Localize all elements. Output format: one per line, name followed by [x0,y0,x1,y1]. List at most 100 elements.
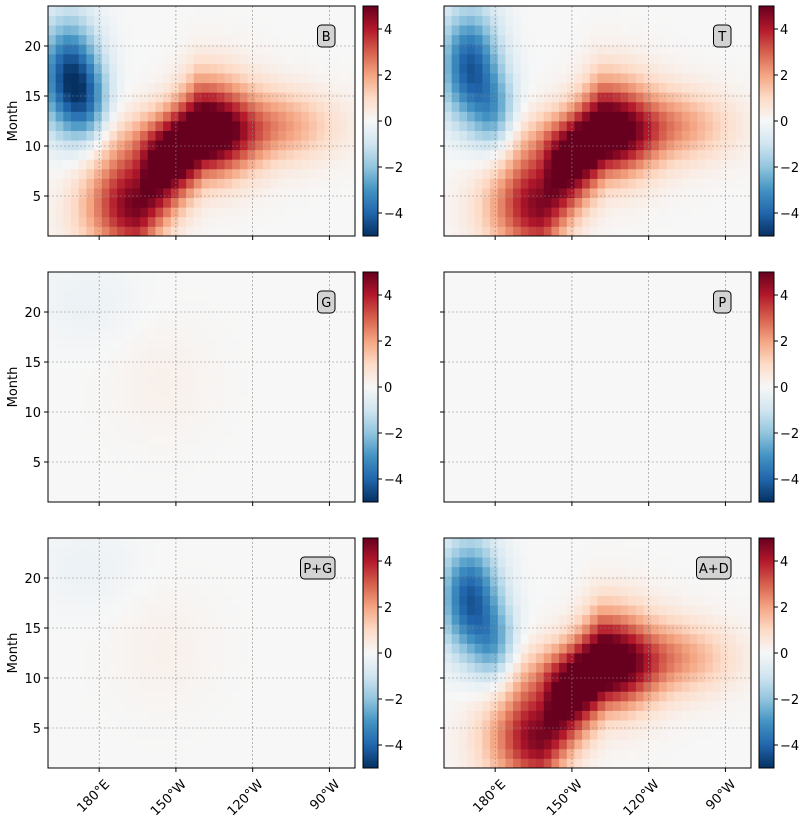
heatmap-cell [147,557,156,568]
heatmap-cell [347,34,356,45]
heatmap-cell [239,605,248,616]
heatmap-cell [117,178,126,189]
heatmap-cell [186,92,195,103]
heatmap-cell [735,188,744,199]
heatmap-cell [612,168,621,179]
heatmap-cell [635,473,644,484]
heatmap-cell [704,339,714,350]
heatmap-cell [255,758,264,769]
heatmap-cell [124,576,133,587]
heatmap-cell [339,44,348,55]
heatmap-cell [339,53,348,64]
heatmap-cell [331,681,341,692]
heatmap-cell [347,710,356,721]
heatmap-cell [293,291,302,302]
heatmap-cell [474,25,483,36]
heatmap-cell [459,159,468,170]
heatmap-cell [155,216,164,227]
heatmap-cell [186,358,195,369]
panel-label: T [717,30,726,45]
heatmap-cell [712,473,721,484]
heatmap-cell [574,444,583,455]
heatmap-cell [651,367,660,378]
heatmap-cell [201,111,210,122]
heatmap-cell [155,710,164,721]
heatmap-cell [513,339,522,350]
heatmap-cell [689,377,698,388]
heatmap-cell [308,425,318,436]
heatmap-cell [63,281,72,292]
heatmap-cell [132,358,141,369]
heatmap-cell [193,6,202,16]
heatmap-cell [239,538,248,548]
heatmap-cell [301,633,310,644]
heatmap-cell [720,272,729,282]
heatmap-cell [505,44,514,55]
heatmap-cell [347,281,356,292]
heatmap-cell [216,691,225,702]
heatmap-cell [71,339,80,350]
heatmap-cell [735,358,744,369]
heatmap-cell [347,348,356,359]
heatmap-cell [193,605,202,616]
heatmap-cell [704,377,714,388]
heatmap-cell [589,63,598,74]
heatmap-cell [132,538,141,548]
heatmap-cell [224,387,233,397]
heatmap-cell [163,281,172,292]
heatmap-cell [216,454,225,465]
heatmap-cell [467,300,476,311]
heatmap-cell [170,473,179,484]
heatmap-cell [285,6,294,16]
heatmap-cell [78,207,87,218]
heatmap-cell [109,434,118,445]
heatmap-cell [697,53,706,64]
heatmap-cell [147,387,156,397]
heatmap-cell [528,473,537,484]
heatmap-cell [132,624,141,635]
heatmap-cell [444,339,453,350]
heatmap-cell [140,281,149,292]
heatmap-cell [63,178,72,189]
heatmap-cell [224,178,233,189]
heatmap-cell [316,624,325,635]
heatmap-cell [278,662,287,673]
heatmap-cell [444,149,453,160]
heatmap-cell [155,444,164,455]
heatmap-cell [497,281,506,292]
heatmap-cell [605,188,614,199]
heatmap-cell [270,178,279,189]
heatmap-cell [55,34,64,45]
heatmap-cell [505,281,514,292]
heatmap-cell [55,358,64,369]
heatmap-cell [132,585,141,596]
heatmap-cell [109,121,118,131]
heatmap-cell [132,672,141,683]
heatmap-cell [651,44,660,55]
heatmap-cell [316,319,325,330]
heatmap-cell [482,149,491,160]
heatmap-cell [232,149,241,160]
heatmap-cell [55,63,64,74]
heatmap-cell [513,454,522,465]
heatmap-cell [666,15,675,26]
heatmap-cell [293,188,302,199]
heatmap-cell [444,319,453,330]
heatmap-cell [482,415,491,426]
heatmap-cell [78,482,87,493]
heatmap-cell [605,377,614,388]
heatmap-cell [48,681,57,692]
heatmap-cell [316,377,325,388]
heatmap-cell [520,310,529,321]
heatmap-cell [620,339,629,350]
heatmap-cell [528,34,537,45]
heatmap-cell [201,329,210,340]
heatmap-cell [674,168,683,179]
heatmap-cell [201,188,210,199]
heatmap-cell [543,140,552,151]
heatmap-cell [224,25,233,36]
heatmap-cell [497,310,506,321]
heatmap-cell [331,319,341,330]
heatmap-cell [528,463,537,474]
heatmap-cell [278,473,287,484]
